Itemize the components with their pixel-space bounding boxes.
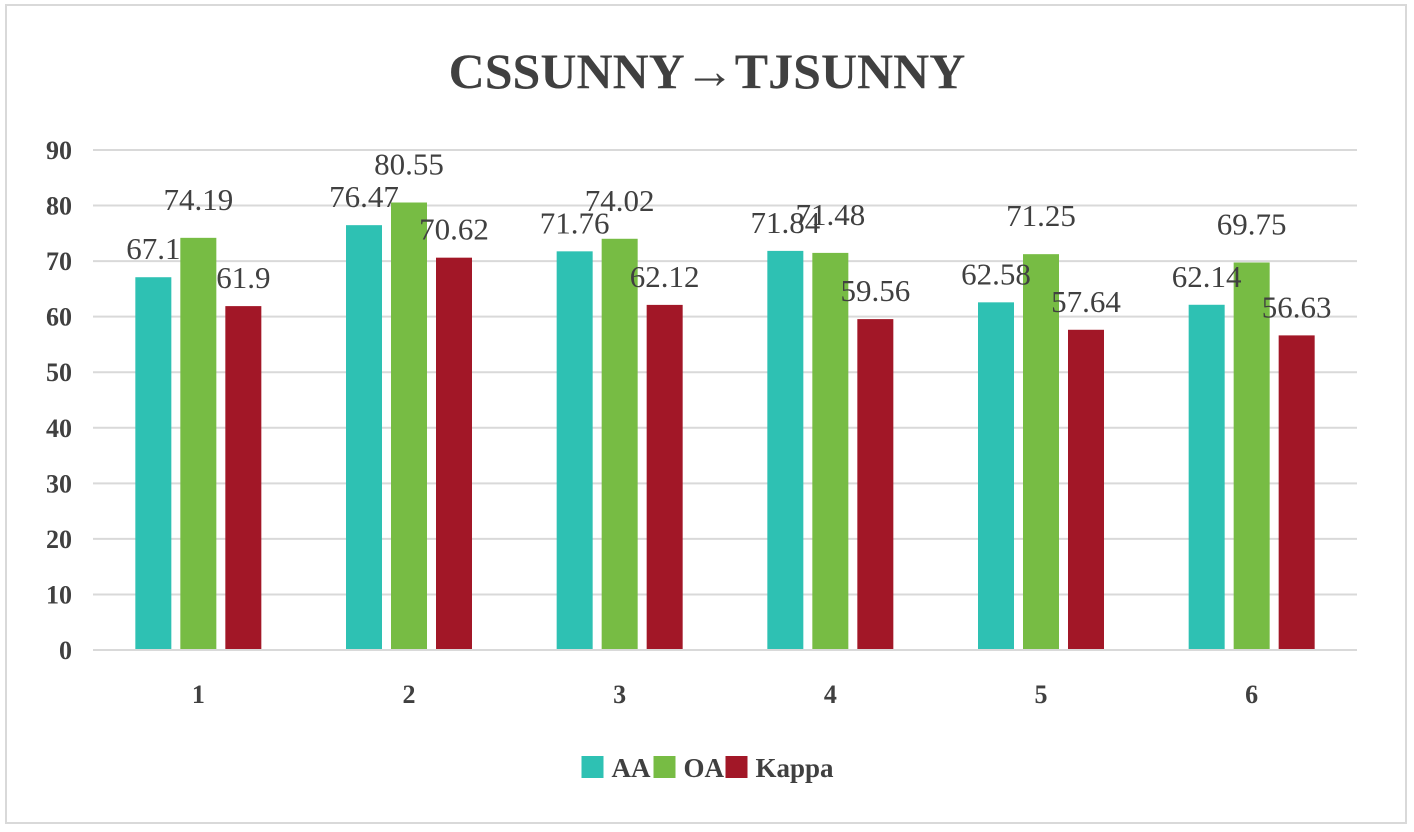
bar-kappa-5 [1068,329,1104,650]
data-label-kappa-5: 57.64 [1051,284,1121,319]
data-label-aa-3: 71.76 [540,205,610,240]
chart-title: CSSUNNY→TJSUNNY [449,43,966,99]
y-tick-label: 40 [46,414,72,443]
y-tick-label: 30 [46,469,72,498]
y-tick-label: 90 [46,136,72,165]
data-label-kappa-6: 56.63 [1262,289,1332,324]
bar-oa-5 [1023,254,1059,650]
bar-kappa-3 [646,304,683,650]
gridlines [93,149,1357,596]
data-label-kappa-3: 62.12 [630,259,700,294]
legend-swatch-aa [581,756,604,778]
bar-aa-4 [767,250,804,650]
bar-aa-5 [978,302,1014,650]
bar-oa-2 [391,202,427,650]
data-label-kappa-1: 61.9 [216,260,270,295]
data-label-oa-1: 74.19 [163,182,233,217]
bar-oa-6 [1233,262,1270,650]
data-label-oa-3: 74.02 [585,183,655,218]
y-axis-ticks: 0 10 20 30 40 50 60 70 80 90 [46,136,72,665]
bar-oa-1 [180,237,217,651]
legend-label-oa: OA [684,753,725,783]
legend-label-kappa: Kappa [756,753,835,783]
data-label-aa-2: 76.47 [329,179,399,214]
legend: AA OA Kappa [581,753,835,783]
y-tick-label: 50 [46,358,72,387]
bar-oa-3 [601,238,638,650]
bar-aa-1 [135,277,172,650]
data-label-aa-5: 62.58 [961,256,1031,291]
x-category-label: 4 [824,680,837,709]
bars [135,202,1315,651]
bar-aa-6 [1188,304,1225,650]
bar-kappa-1 [225,306,262,650]
x-category-label: 3 [613,680,626,709]
bar-oa-4 [812,252,849,650]
y-tick-label: 0 [59,636,72,665]
bar-kappa-6 [1278,335,1315,650]
x-category-label: 1 [192,680,205,709]
y-tick-label: 60 [46,303,72,332]
y-tick-label: 10 [46,580,72,609]
data-label-kappa-2: 70.62 [419,212,489,247]
legend-swatch-kappa [725,756,748,778]
x-category-label: 6 [1245,680,1258,709]
data-label-oa-6: 69.75 [1217,207,1287,242]
y-tick-label: 70 [46,247,72,276]
data-label-oa-4: 71.48 [795,197,865,232]
bar-aa-3 [556,251,593,651]
data-label-aa-1: 67.1 [126,231,180,266]
bar-kappa-2 [436,257,472,650]
legend-swatch-oa [653,756,676,778]
y-tick-label: 20 [46,525,72,554]
bar-kappa-4 [857,319,894,650]
bar-aa-2 [346,225,382,650]
data-label-oa-2: 80.55 [374,147,444,182]
data-label-aa-4: 71.84 [750,205,820,240]
y-tick-label: 80 [46,192,72,221]
legend-label-aa: AA [612,753,651,783]
x-category-label: 5 [1035,680,1048,709]
x-category-label: 2 [403,680,416,709]
data-label-aa-6: 62.14 [1172,259,1242,294]
data-label-oa-5: 71.25 [1006,198,1076,233]
x-axis-categories: 1 2 3 4 5 6 [192,680,1258,709]
data-label-kappa-4: 59.56 [840,273,910,308]
